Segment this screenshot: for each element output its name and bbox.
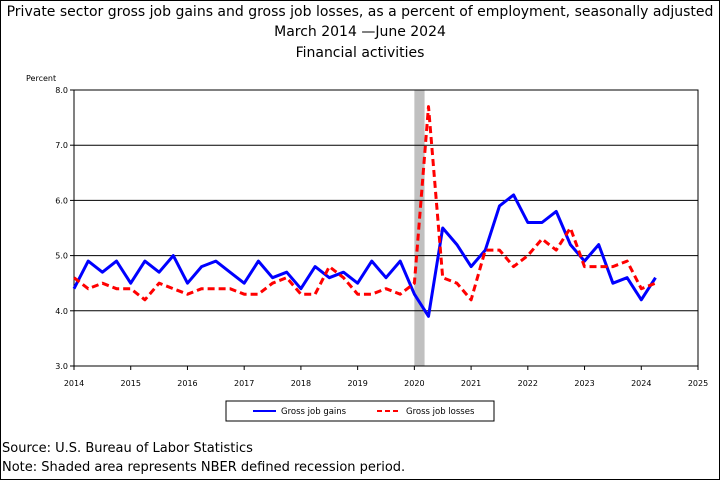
x-tick-label: 2017 — [234, 379, 254, 388]
y-tick-label: 4.0 — [55, 307, 68, 316]
y-tick-label: 8.0 — [55, 86, 68, 95]
series-layer — [72, 105, 657, 318]
x-tick-label: 2015 — [121, 379, 141, 388]
source-note: Source: U.S. Bureau of Labor Statistics — [2, 441, 253, 456]
y-tick-label: 7.0 — [55, 141, 68, 150]
series-line-gross-job-losses — [73, 105, 657, 302]
series-line-gross-job-gains — [72, 193, 657, 318]
chart-date-range: March 2014 —June 2024 — [274, 24, 446, 40]
y-tick-label: 5.0 — [55, 252, 68, 261]
x-tick-label: 2023 — [574, 379, 594, 388]
x-tick-label: 2021 — [461, 379, 481, 388]
legend: Gross job gains Gross job losses — [225, 400, 495, 422]
plot-area-border — [73, 89, 699, 367]
x-tick-label: 2018 — [291, 379, 311, 388]
legend-label-gross-job-losses: Gross job losses — [406, 407, 475, 417]
x-tick-label: 2020 — [404, 379, 424, 388]
y-tick-label: 3.0 — [55, 362, 68, 371]
x-tick-label: 2025 — [688, 379, 708, 388]
chart-subtitle: Financial activities — [295, 45, 425, 61]
y-axis-label: Percent — [26, 74, 56, 83]
x-tick-label: 2019 — [347, 379, 367, 388]
recession-note: Note: Shaded area represents NBER define… — [2, 460, 406, 475]
legend-box — [225, 400, 495, 422]
y-tick-label: 6.0 — [55, 196, 68, 205]
gridlines — [74, 89, 698, 367]
x-tick-label: 2014 — [64, 379, 84, 388]
axis-ticks: 3.0 4.0 5.0 6.0 7.0 8.0 2014 2015 2016 2017 2018 20… — [55, 86, 708, 388]
legend-label-gross-job-gains: Gross job gains — [281, 407, 347, 417]
x-tick-label: 2016 — [177, 379, 197, 388]
chart-title: Private sector gross job gains and gross… — [6, 4, 714, 20]
x-tick-label: 2022 — [518, 379, 538, 388]
x-tick-label: 2024 — [631, 379, 651, 388]
